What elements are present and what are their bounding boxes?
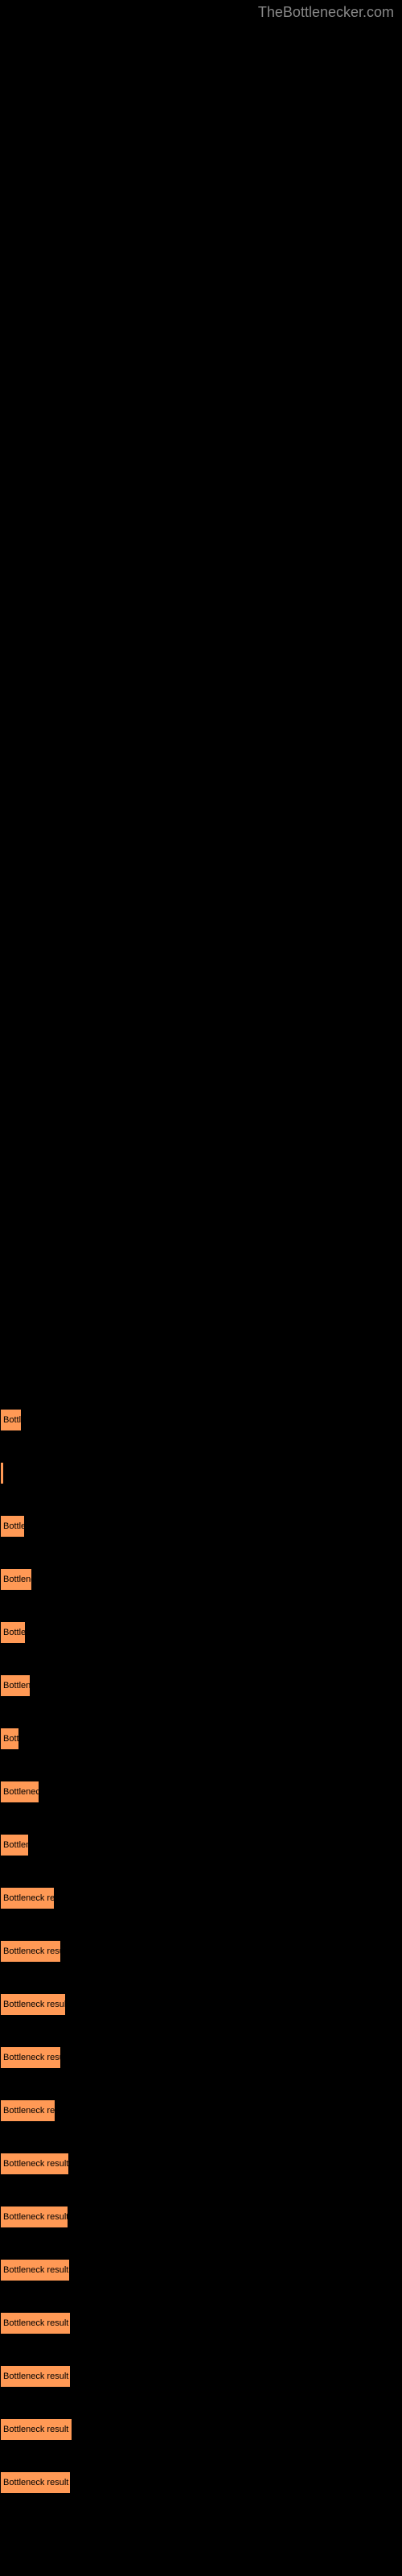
bar: Bottleneck result [0, 1993, 66, 2016]
bar: Bottleneck result [0, 2099, 55, 2122]
bar-row: Bottleneck result [0, 1515, 25, 1538]
bar-row: Bottleneck result [0, 1993, 66, 2016]
bar-row: Bottleneck result [0, 2259, 70, 2281]
bar: Bottleneck result [0, 2365, 71, 2388]
bar-row: Bottleneck result [0, 1462, 4, 1484]
bar-row: Bottleneck result [0, 1674, 31, 1697]
bar-row: Bottleneck result [0, 1781, 39, 1803]
bar: Bottleneck result [0, 2046, 61, 2069]
bar-row: Bottleneck result [0, 1834, 29, 1856]
bar: Bottleneck result [0, 1462, 4, 1484]
bar: Bottleneck result [0, 1409, 22, 1431]
bar-row: Bottleneck result [0, 1728, 19, 1750]
bar-row: Bottleneck result [0, 2471, 71, 2494]
bar: Bottleneck result [0, 2259, 70, 2281]
bar-row: Bottleneck result [0, 2153, 69, 2175]
bar: Bottleneck result [0, 2471, 71, 2494]
bar: Bottleneck result [0, 1568, 32, 1591]
bar-row: Bottleneck result [0, 1621, 26, 1644]
bar: Bottleneck result [0, 1515, 25, 1538]
bar-row: Bottleneck result [0, 1568, 32, 1591]
bar: Bottleneck result [0, 2312, 71, 2334]
bar-row: Bottleneck result [0, 1887, 55, 1909]
bar: Bottleneck result [0, 1834, 29, 1856]
bar-row: Bottleneck result [0, 1409, 22, 1431]
bar-row: Bottleneck result [0, 2365, 71, 2388]
bar-row: Bottleneck result [0, 2099, 55, 2122]
bar: Bottleneck result [0, 1728, 19, 1750]
bar: Bottleneck result [0, 2418, 72, 2441]
bar-row: Bottleneck result [0, 1940, 61, 1963]
bar: Bottleneck result [0, 1940, 61, 1963]
bar: Bottleneck result [0, 1887, 55, 1909]
bar-row: Bottleneck result [0, 2206, 68, 2228]
bar: Bottleneck result [0, 2153, 69, 2175]
bar: Bottleneck result [0, 1781, 39, 1803]
bar: Bottleneck result [0, 1621, 26, 1644]
bar: Bottleneck result [0, 1674, 31, 1697]
bar: Bottleneck result [0, 2206, 68, 2228]
bar-row: Bottleneck result [0, 2418, 72, 2441]
bar-row: Bottleneck result [0, 2046, 61, 2069]
watermark-text: TheBottlenecker.com [258, 4, 394, 21]
bar-row: Bottleneck result [0, 2312, 71, 2334]
